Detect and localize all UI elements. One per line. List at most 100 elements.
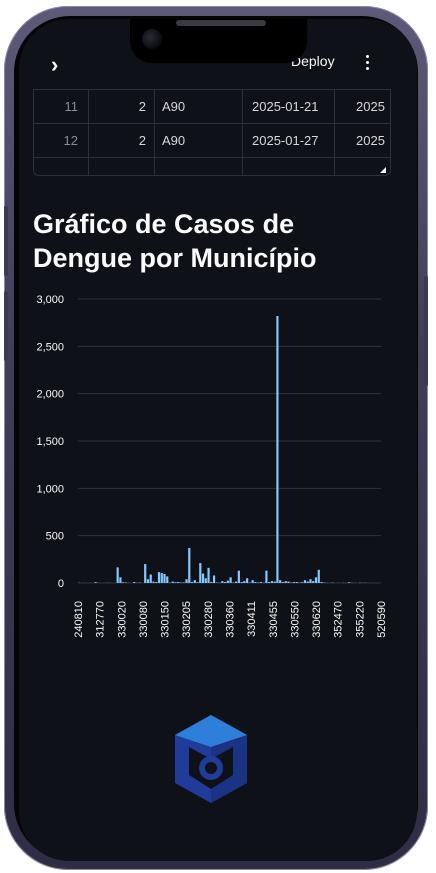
bar: [185, 579, 188, 583]
bar: [163, 574, 166, 583]
column-divider: [242, 158, 243, 175]
bar: [152, 581, 155, 583]
bar: [273, 581, 276, 583]
bar: [240, 582, 243, 583]
column-divider: [242, 124, 243, 158]
column-divider: [88, 90, 89, 124]
bar: [188, 547, 191, 583]
bar: [254, 582, 257, 583]
dengue-bar-chart[interactable]: 0 500 1,000 1,500 2,000 2,500 3,000 240810 31277…: [19, 19, 417, 679]
bar: [210, 582, 213, 583]
bar: [223, 582, 227, 583]
bar: [196, 582, 199, 583]
x-tick-label: 330150: [160, 601, 172, 638]
bar: [237, 570, 240, 583]
volume-down-button: [4, 291, 8, 361]
row-index: 11: [64, 99, 79, 114]
app-screen: 11 2 A90 2025-01-21 2025 12 2 A90 2025-0…: [19, 19, 417, 861]
bar: [226, 580, 229, 583]
column-divider: [154, 124, 155, 158]
bar: [303, 580, 307, 583]
bar: [122, 582, 125, 583]
y-tick-label: 0: [58, 578, 64, 590]
table-cell: 2025: [356, 133, 385, 148]
bar: [146, 579, 150, 583]
phone-notch: [130, 19, 307, 63]
table-row: 12 2 A90 2025-01-27 2025: [34, 123, 390, 158]
bar: [144, 564, 147, 583]
x-tick-label: 330080: [138, 601, 150, 638]
bar: [281, 582, 285, 583]
x-tick-label: 352470: [333, 601, 345, 638]
x-tick-label: 330411: [246, 601, 258, 637]
bar: [251, 580, 254, 583]
table-cell: 2: [138, 99, 146, 114]
x-tick-label: 330205: [181, 601, 193, 638]
column-divider: [334, 158, 335, 175]
speaker-grille: [176, 20, 266, 26]
bar: [295, 582, 298, 583]
table-row: 11 2 A90 2025-01-21 2025: [34, 89, 390, 124]
data-table[interactable]: 11 2 A90 2025-01-21 2025 12 2 A90 2025-0…: [33, 89, 391, 176]
bar: [270, 581, 274, 583]
power-button: [424, 276, 428, 386]
sidebar-expand-icon[interactable]: ›: [51, 52, 59, 77]
bar: [284, 581, 287, 583]
bar: [306, 581, 309, 583]
row-index: 12: [63, 133, 78, 148]
bar: [279, 580, 282, 583]
bar: [221, 581, 224, 583]
deploy-button[interactable]: Deploy: [291, 53, 335, 69]
bar: [229, 577, 232, 583]
table-cell: A90: [162, 133, 186, 148]
column-divider: [334, 90, 335, 124]
column-divider: [242, 90, 243, 124]
bar: [157, 572, 161, 583]
bar: [246, 578, 249, 583]
bar: [171, 581, 174, 583]
y-tick-label: 500: [46, 531, 64, 543]
y-tick-label: 2,000: [36, 389, 64, 401]
bar: [199, 563, 202, 583]
column-divider: [334, 124, 335, 158]
table-cell: 2025-01-27: [252, 133, 319, 148]
bar: [309, 579, 312, 583]
app-header: › Deploy: [19, 19, 417, 89]
bar: [287, 581, 290, 583]
x-tick-label: 330280: [203, 601, 215, 638]
table-resize-handle[interactable]: [380, 167, 386, 173]
bar: [116, 567, 119, 583]
bar: [119, 577, 122, 583]
bar: [265, 570, 268, 583]
bar: [314, 577, 318, 583]
column-divider: [88, 124, 89, 158]
bar: [201, 573, 205, 583]
y-tick-label: 3,000: [36, 294, 64, 306]
bar: [312, 581, 315, 583]
bar: [204, 578, 207, 583]
column-divider: [88, 158, 89, 175]
bar: [193, 580, 196, 583]
bar: [94, 582, 97, 583]
main-menu-icon[interactable]: [363, 55, 371, 73]
volume-up-button: [4, 206, 8, 276]
bar: [276, 316, 279, 583]
bar: [166, 576, 169, 583]
bar: [268, 582, 271, 583]
x-tick-label: 330550: [289, 601, 301, 638]
bar: [301, 582, 304, 583]
bar: [235, 581, 238, 583]
table-cell: A90: [162, 99, 186, 114]
bar: [177, 582, 180, 583]
bar: [317, 569, 320, 583]
x-tick-label: 312770: [95, 601, 107, 638]
table-row-partial: [34, 157, 390, 175]
y-tick-label: 1,000: [36, 483, 64, 495]
x-tick-label: 330455: [268, 601, 280, 638]
x-tick-label: 355220: [354, 601, 366, 638]
y-tick-label: 2,500: [36, 341, 64, 353]
bar: [292, 582, 296, 583]
bar: [259, 582, 262, 583]
x-tick-label: 520590: [376, 601, 388, 638]
bar: [182, 582, 185, 583]
